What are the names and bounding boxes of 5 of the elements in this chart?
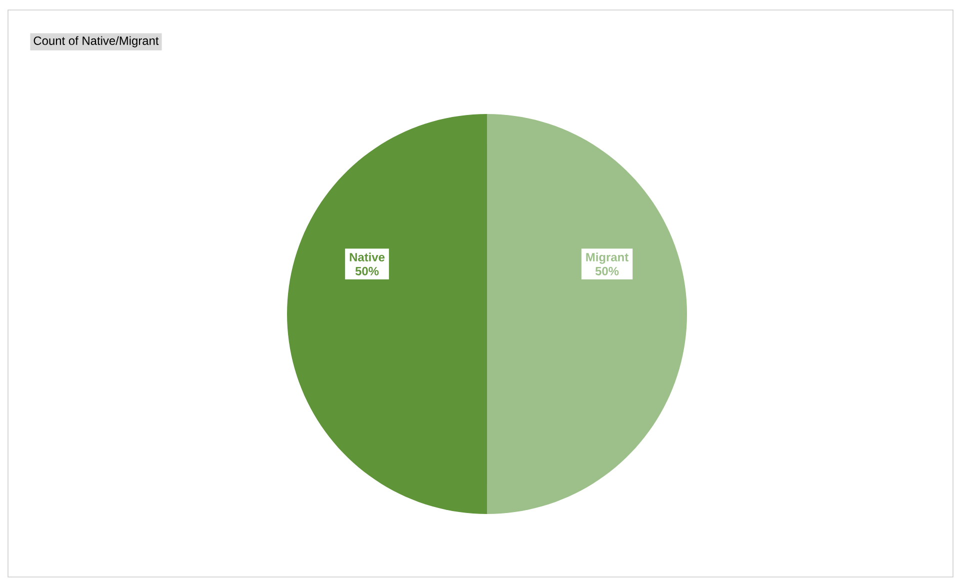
slice-label: Migrant bbox=[586, 252, 628, 264]
text: Count of Native/Migrant bbox=[34, 36, 159, 48]
data-label: 50% bbox=[595, 266, 619, 276]
data-label: 50% bbox=[355, 266, 379, 276]
slice-label: Native bbox=[350, 252, 385, 262]
